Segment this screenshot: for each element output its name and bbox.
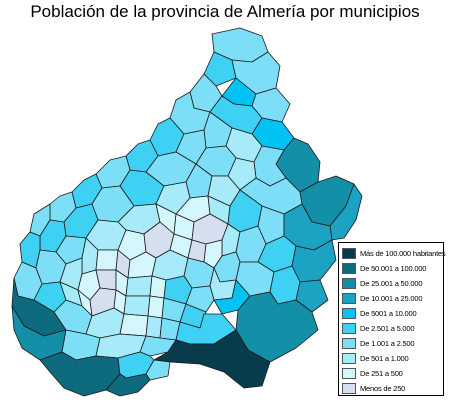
municipality-region [153,329,271,389]
legend-item: De 501 a 1.000 [342,351,440,366]
legend-swatch [342,308,356,319]
legend-item: De 50.001 a 100.000 [342,261,440,276]
legend-swatch [342,278,356,289]
legend-label: De 2.501 a 5.000 [360,324,415,333]
legend-item: De 5001 a 10.000 [342,306,440,321]
municipality-region [149,275,167,299]
municipality-region [105,373,151,397]
legend-swatch [342,293,356,304]
legend: Más de 100.000 habitantes De 50.001 a 100… [338,242,446,396]
legend-item: Más de 100.000 habitantes [342,246,446,261]
legend-label: De 1.001 a 2.500 [360,339,415,348]
legend-swatch [342,383,356,394]
legend-label: Más de 100.000 habitantes [360,249,446,258]
legend-swatch [342,338,356,349]
municipality-region [147,295,165,319]
legend-label: De 25.001 a 50.000 [360,279,423,288]
legend-item: De 2.501 a 5.000 [342,321,440,336]
municipality-region [95,249,119,271]
legend-label: De 501 a 1.000 [360,354,409,363]
legend-item: De 1.001 a 2.500 [342,336,440,351]
legend-swatch [342,248,356,259]
legend-item: Menos de 250 [342,381,440,396]
legend-item: De 10.001 a 25.000 [342,291,440,306]
legend-label: De 50.001 a 100.000 [360,264,427,273]
municipality-region [125,275,153,297]
legend-swatch [342,353,356,364]
municipality-region [185,285,215,313]
municipality-region [119,313,149,337]
municipality-region [123,295,151,317]
municipality-region [329,183,363,241]
legend-item: De 25.001 a 50.000 [342,276,440,291]
legend-label: Menos de 250 [360,384,406,393]
legend-label: De 10.001 a 25.000 [360,294,423,303]
legend-label: De 5001 a 10.000 [360,309,417,318]
legend-swatch [342,368,356,379]
map-title: Población de la provincia de Almería por… [30,2,420,21]
municipality-region [145,315,163,339]
legend-label: De 251 a 500 [360,369,403,378]
legend-swatch [342,263,356,274]
legend-swatch [342,323,356,334]
municipality-region [203,51,237,87]
municipality-region [295,279,329,313]
legend-item: De 251 a 500 [342,366,440,381]
